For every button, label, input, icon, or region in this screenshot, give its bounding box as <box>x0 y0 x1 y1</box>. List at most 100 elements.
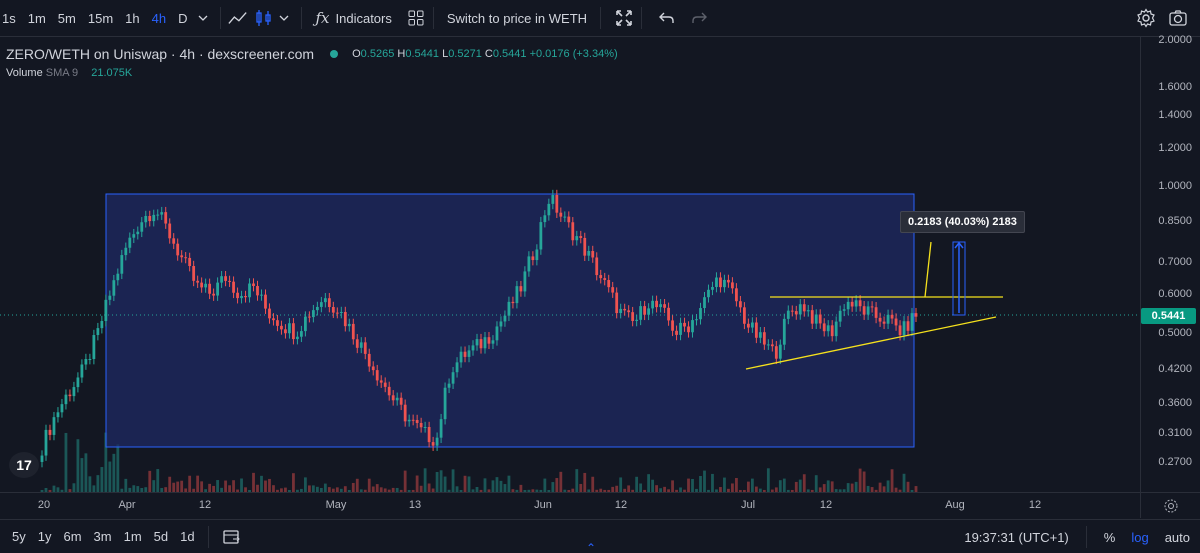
volume-bar <box>770 489 774 492</box>
camera-icon[interactable] <box>1168 8 1188 28</box>
candle-body <box>399 397 403 405</box>
candle-body <box>754 322 758 338</box>
timeframe-15m[interactable]: 15m <box>87 10 114 26</box>
volume-bar <box>499 480 503 492</box>
indicators-button[interactable]: ƒx Indicators <box>309 0 397 37</box>
support-trendline[interactable] <box>745 316 997 370</box>
candle-body <box>878 317 882 322</box>
time-tick-label: 13 <box>408 499 422 511</box>
line-chart-icon[interactable] <box>228 8 248 28</box>
candle-body <box>675 330 678 335</box>
volume-bar <box>551 482 555 492</box>
candles-icon[interactable] <box>254 8 274 28</box>
range-3m[interactable]: 3m <box>93 529 112 544</box>
volume-bar <box>651 479 655 492</box>
candle-body <box>120 255 124 274</box>
candle-body <box>112 280 116 296</box>
volume-bar <box>798 479 802 492</box>
rectangle-drawing[interactable] <box>105 193 915 448</box>
candle-body <box>643 306 647 315</box>
candle-body <box>758 332 762 338</box>
switch-price-button[interactable]: Switch to price in WETH <box>446 10 588 26</box>
volume-bar <box>355 478 359 492</box>
timeframe-d[interactable]: D <box>178 10 188 26</box>
time-axis[interactable]: 20 Apr 12 May 13 Jun 12 Jul 12 Aug 12 <box>0 492 1140 518</box>
volume-bar <box>567 489 571 492</box>
candle-body <box>168 223 172 239</box>
auto-toggle[interactable]: auto <box>1164 529 1190 545</box>
price-chart[interactable] <box>0 37 1140 492</box>
candle-body <box>108 295 112 300</box>
range-6m[interactable]: 6m <box>63 529 82 544</box>
fullscreen-icon[interactable] <box>614 8 634 28</box>
symbol-title[interactable]: ZERO/WETH on Uniswap · 4h · dexscreener.… <box>6 46 315 62</box>
timeframe-1h[interactable]: 1h <box>125 10 140 26</box>
candle-body <box>152 214 156 222</box>
log-toggle[interactable]: log <box>1131 529 1149 545</box>
volume-bar <box>419 485 423 492</box>
volume-bar <box>515 489 519 492</box>
settings-gear-icon[interactable] <box>1136 8 1156 28</box>
volume-legend[interactable]: Volume SMA 9 21.075K <box>6 67 133 79</box>
candle-body <box>619 308 623 314</box>
projection-line[interactable] <box>924 241 932 298</box>
date-range-icon[interactable] <box>222 527 242 547</box>
volume-bar <box>228 485 231 492</box>
volume-bar <box>667 489 670 492</box>
timeframe-1s[interactable]: 1s <box>2 10 16 26</box>
volume-bar <box>655 485 658 492</box>
price-axis[interactable]: 2.0000 1.6000 1.4000 1.2000 1.0000 0.8500 0.70… <box>1140 34 1200 492</box>
percent-toggle[interactable]: % <box>1103 529 1116 545</box>
clock-timezone[interactable]: 19:37:31 (UTC+1) <box>964 529 1069 545</box>
volume-bar <box>76 439 80 492</box>
candle-body <box>635 319 639 321</box>
chevron-down-icon[interactable] <box>193 8 213 28</box>
volume-bar <box>104 432 108 492</box>
candle-body <box>487 337 491 344</box>
timeframe-4h[interactable]: 4h <box>151 10 167 26</box>
volume-bar <box>68 489 72 492</box>
undo-icon[interactable] <box>657 8 677 28</box>
candle-body <box>715 277 718 287</box>
candle-body <box>160 212 164 215</box>
timeframe-5m[interactable]: 5m <box>57 10 76 26</box>
range-1m[interactable]: 1m <box>123 529 142 544</box>
candle-body <box>519 286 523 292</box>
candle-body <box>667 307 670 321</box>
chart-type-chevron-icon[interactable] <box>274 8 294 28</box>
candle-body <box>523 271 527 292</box>
layouts-grid-icon[interactable] <box>406 8 426 28</box>
volume-bar <box>116 444 120 492</box>
candle-body <box>371 366 375 371</box>
volume-bar <box>311 485 315 492</box>
current-price-tag: 0.5441 <box>1141 308 1196 324</box>
redo-icon[interactable] <box>689 8 709 28</box>
candle-body <box>495 326 499 341</box>
price-range-measure[interactable] <box>952 241 966 316</box>
range-1d[interactable]: 1d <box>180 529 195 544</box>
chart-pane[interactable] <box>0 37 1140 492</box>
volume-bar <box>727 488 730 492</box>
volume-bar <box>631 489 635 492</box>
candle-body <box>343 311 347 327</box>
candle-body <box>431 442 435 446</box>
timeframe-1m[interactable]: 1m <box>27 10 46 26</box>
tradingview-logo-icon[interactable]: 17 <box>9 452 39 478</box>
axis-settings-icon[interactable] <box>1140 492 1200 518</box>
volume-bar <box>866 485 870 492</box>
candle-body <box>451 372 455 384</box>
time-tick-label: 20 <box>37 499 51 511</box>
volume-bar <box>148 470 152 492</box>
time-tick-label: 12 <box>198 499 212 511</box>
volume-bars <box>40 432 918 492</box>
range-5d[interactable]: 5d <box>153 529 169 544</box>
volume-bar <box>236 489 239 492</box>
candle-body <box>814 314 818 324</box>
volume-bar <box>531 489 535 492</box>
range-1y[interactable]: 1y <box>37 529 52 544</box>
volume-bar <box>739 489 742 492</box>
candle-body <box>459 351 463 363</box>
candle-body <box>467 350 471 357</box>
range-5y[interactable]: 5y <box>12 529 26 544</box>
drag-handle-icon[interactable]: ⌃ <box>586 541 597 553</box>
